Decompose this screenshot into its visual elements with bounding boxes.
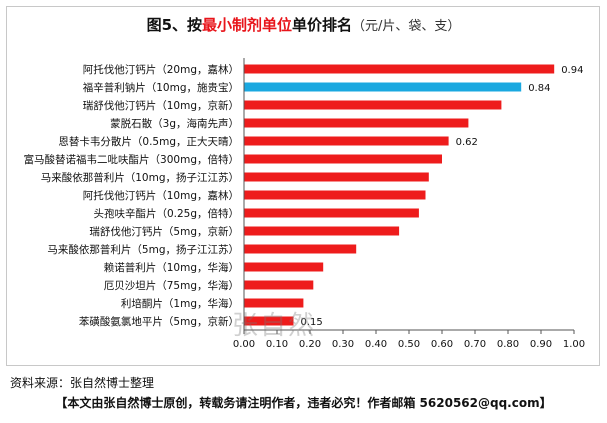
category-label: 阿托伐他汀钙片（20mg，嘉林） [83,63,239,76]
bar [244,64,555,74]
bar [244,262,324,272]
bar [244,244,357,254]
category-label: 蒙脱石散（3g，海南先声） [110,117,239,130]
copyright-footer: 【本文由张自然博士原创，转载务请注明作者，违者必究！作者邮箱 5620562@q… [55,396,552,410]
x-tick-label: 0.70 [464,339,486,350]
category-label: 利培酮片（1mg，华海） [121,297,239,310]
title-suffix: 单价排名 [292,16,353,34]
x-tick-label: 1.00 [563,339,585,350]
bar [244,280,314,290]
bar [244,118,469,128]
bar [244,172,429,182]
bar [244,226,400,236]
x-tick-label: 0.00 [233,339,255,350]
watermark: 张自然 [232,311,317,341]
category-label: 瑞舒伐他汀钙片（10mg，京新） [83,99,239,112]
category-label: 阿托伐他汀钙片（10mg，嘉林） [83,189,239,202]
title-prefix: 图5、按 [146,16,202,34]
category-label: 福辛普利钠片（10mg，施贵宝） [83,81,239,94]
bar [244,82,522,92]
category-label: 马来酸依那普利片（10mg，扬子江江苏） [41,171,239,184]
bar [244,208,419,218]
chart-title: 图5、按最小制剂单位单价排名（元/片、袋、支） [0,14,607,35]
category-label: 厄贝沙坦片（75mg，华海） [104,279,239,292]
x-tick-label: 0.20 [299,339,321,350]
x-tick-label: 0.10 [266,339,288,350]
x-tick-label: 0.60 [431,339,453,350]
bar [244,100,502,110]
data-label: 0.62 [456,137,478,148]
x-tick-label: 0.30 [332,339,354,350]
data-label: 0.84 [528,83,550,94]
x-tick-label: 0.40 [365,339,387,350]
title-unit: （元/片、袋、支） [352,19,461,34]
category-label: 马来酸依那普利片（5mg，扬子江江苏） [47,243,239,256]
source-note: 资料来源：张自然博士整理 [10,376,155,390]
bar [244,136,449,146]
bar-chart: 阿托伐他汀钙片（20mg，嘉林） 0.94 福辛普利钠片（10mg，施贵宝） 0.84… [24,58,585,350]
category-label: 恩替卡韦分散片（0.5mg，正大天晴） [58,135,239,148]
category-label: 苯磺酸氨氯地平片（5mg，京新） [79,315,239,328]
bar [244,154,442,164]
x-tick-label: 0.90 [530,339,552,350]
data-label: 0.15 [301,317,323,328]
x-tick-label: 0.80 [497,339,519,350]
category-label: 富马酸替诺福韦二吡呋酯片（300mg，倍特） [24,153,239,166]
title-highlight: 最小制剂单位 [202,16,293,34]
x-tick-label: 0.50 [398,339,420,350]
data-label: 0.94 [561,65,583,76]
bar [244,190,426,200]
bar [244,316,294,326]
category-label: 赖诺普利片（10mg，华海） [104,261,239,274]
bar [244,298,304,308]
category-label: 头孢呋辛酯片（0.25g，倍特） [93,207,239,220]
category-label: 瑞舒伐他汀钙片（5mg，京新） [89,225,239,238]
